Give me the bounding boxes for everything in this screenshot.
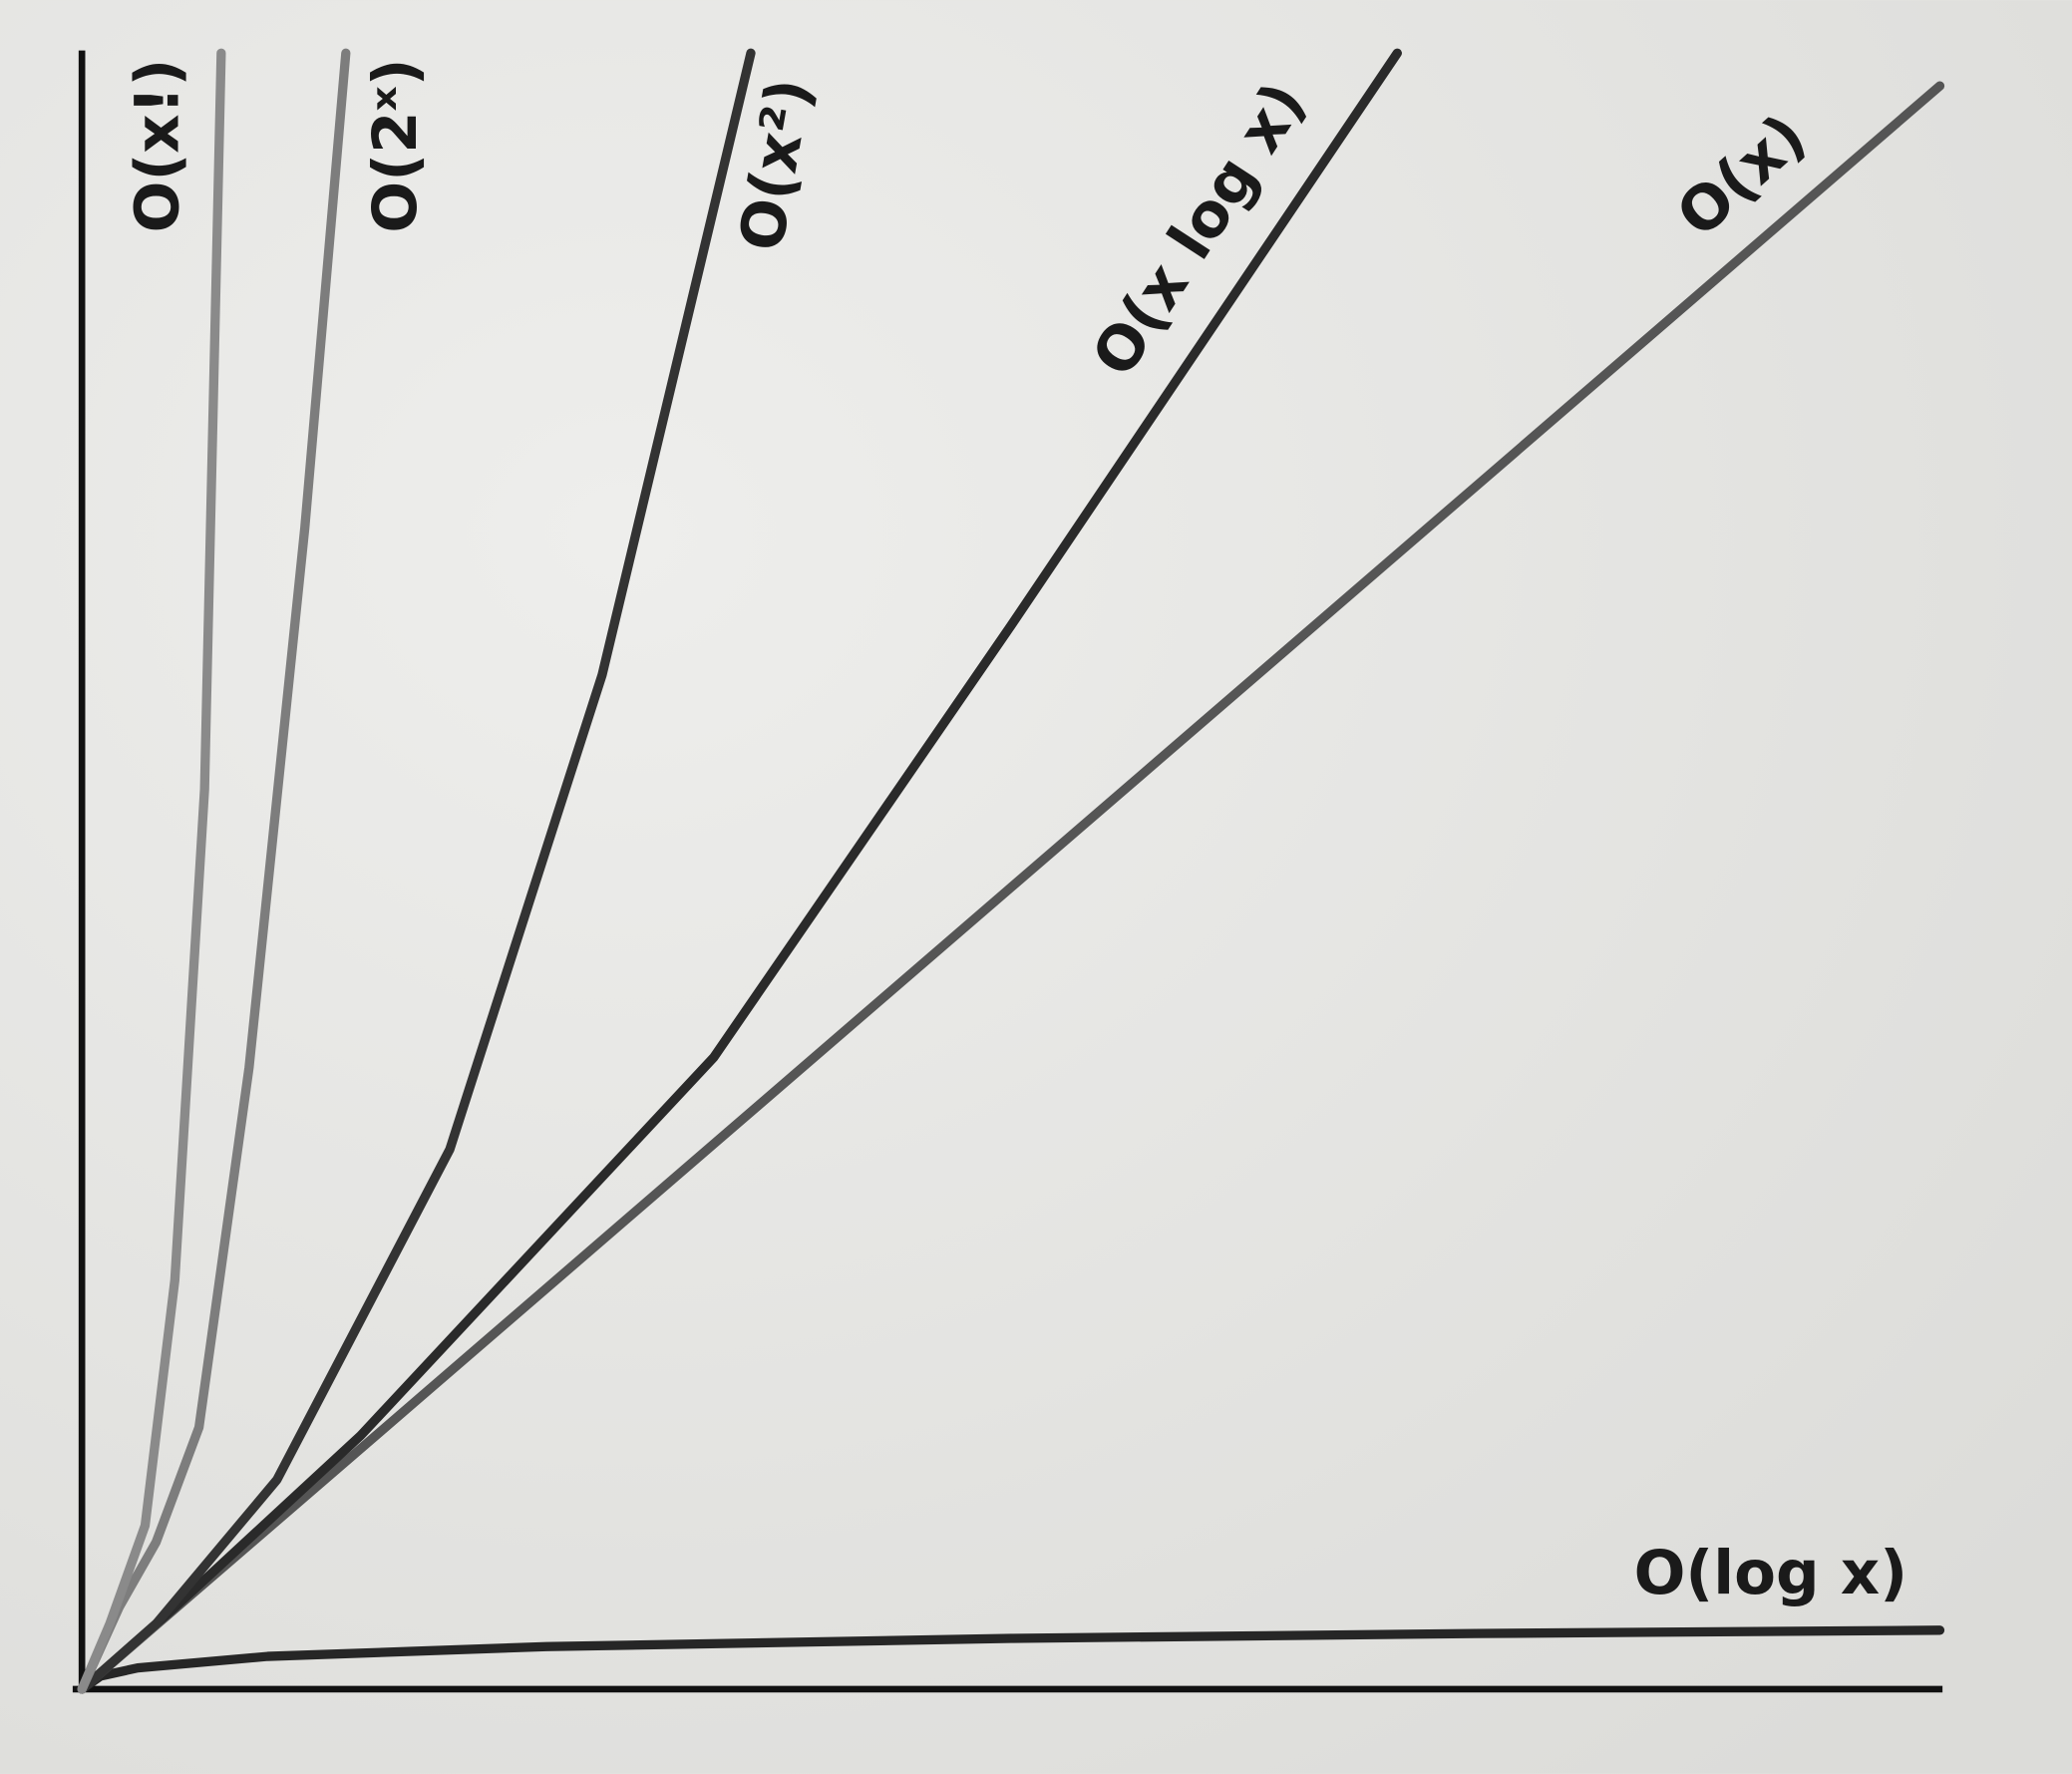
- series-label: O(2ˣ): [360, 58, 431, 232]
- series-line: [77, 81, 1945, 1694]
- series-line: [77, 48, 226, 1694]
- series-line: [77, 1625, 1945, 1694]
- series-label: O(log x): [1634, 1538, 1907, 1608]
- series-label: O(x!): [122, 59, 192, 233]
- series-line: [77, 48, 756, 1694]
